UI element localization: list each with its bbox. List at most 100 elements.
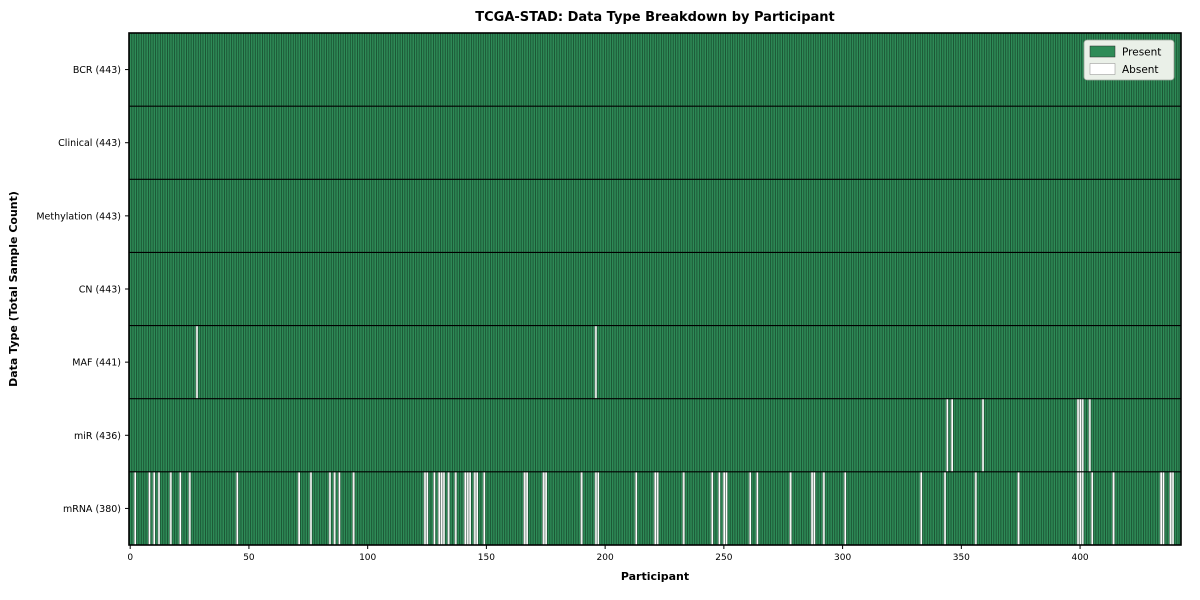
legend-box-border	[1083, 39, 1175, 81]
absent-cell-mRNA	[1017, 471, 1020, 545]
absent-cell-mRNA	[682, 471, 685, 545]
absent-cell-mRNA	[333, 471, 336, 545]
absent-cell-mRNA	[725, 471, 728, 545]
y-tick-label-MAF: MAF (441)	[72, 358, 121, 369]
absent-cell-miR	[1078, 398, 1082, 472]
absent-cell-mRNA	[1081, 471, 1084, 545]
absent-cell-mRNA	[147, 471, 151, 545]
absent-cell-mRNA	[437, 471, 441, 545]
x-tick-label: 50	[243, 553, 255, 563]
absent-cell-mRNA	[580, 471, 583, 545]
y-tick-label-CN: CN (443)	[79, 285, 121, 296]
y-tick-label-BCR: BCR (443)	[73, 65, 121, 76]
absent-cell-mRNA	[748, 471, 752, 545]
absent-cell-mRNA	[1076, 471, 1079, 545]
absent-cell-mRNA	[1078, 471, 1082, 545]
legend-label-present: Present	[1122, 47, 1161, 59]
x-tick-label: 200	[597, 553, 614, 563]
absent-cell-miR	[1076, 398, 1079, 472]
absent-cell-mRNA	[596, 471, 600, 545]
absent-cell-mRNA	[525, 471, 528, 545]
absent-cell-mRNA	[337, 471, 341, 545]
absent-cell-mRNA	[1112, 471, 1115, 545]
absent-cell-mRNA	[169, 471, 172, 545]
absent-cell-MAF	[594, 325, 597, 399]
x-tick-label: 350	[953, 553, 970, 563]
absent-cell-mRNA	[1162, 471, 1165, 545]
absent-cell-mRNA	[157, 471, 160, 545]
absent-cell-mRNA	[717, 471, 721, 545]
absent-cell-mRNA	[188, 471, 191, 545]
absent-cell-mRNA	[482, 471, 486, 545]
absent-cell-MAF	[195, 325, 198, 399]
absent-cell-mRNA	[463, 471, 467, 545]
absent-cell-miR	[950, 398, 954, 472]
y-axis-ticks: BCR (443) Clinical (443) Methylation (443)…	[36, 65, 129, 515]
absent-cell-miR	[981, 398, 984, 472]
absent-cell-mRNA	[1159, 471, 1163, 545]
absent-cell-mRNA	[309, 471, 312, 545]
absent-cell-mRNA	[423, 471, 426, 545]
absent-cell-miR	[1081, 398, 1084, 472]
absent-cell-mRNA	[822, 471, 825, 545]
absent-cell-mRNA	[1169, 471, 1172, 545]
absent-cell-mRNA	[440, 471, 443, 545]
absent-cell-mRNA	[475, 471, 479, 545]
y-tick-label-mRNA: mRNA (380)	[63, 504, 121, 515]
absent-cell-mRNA	[653, 471, 657, 545]
absent-cell-mRNA	[634, 471, 638, 545]
present-area	[129, 33, 1181, 545]
y-tick-label-Methylation: Methylation (443)	[36, 211, 121, 222]
absent-cell-miR	[1088, 398, 1091, 472]
legend-label-absent: Absent	[1122, 64, 1159, 76]
x-tick-label: 400	[1071, 553, 1088, 563]
absent-cell-mRNA	[442, 471, 445, 545]
absent-cell-mRNA	[1171, 471, 1174, 545]
x-tick-label: 150	[478, 553, 495, 563]
absent-cell-mRNA	[974, 471, 977, 545]
absent-cell-mRNA	[789, 471, 792, 545]
absent-cell-miR	[945, 398, 949, 472]
legend-swatch-present	[1089, 45, 1116, 58]
x-tick-label: 100	[359, 553, 376, 563]
absent-cell-mRNA	[152, 471, 156, 545]
x-axis-ticks: 0 50 100 150 200 250 300 350 400	[127, 545, 1089, 563]
absent-cell-mRNA	[710, 471, 714, 545]
absent-cell-mRNA	[656, 471, 659, 545]
x-axis-label: Participant	[621, 570, 689, 583]
legend-swatch-absent	[1089, 63, 1116, 75]
x-tick-label: 250	[715, 553, 732, 563]
absent-cell-mRNA	[352, 471, 355, 545]
y-tick-label-miR: miR (436)	[74, 431, 121, 442]
absent-cell-mRNA	[843, 471, 847, 545]
y-axis-label: Data Type (Total Sample Count)	[7, 191, 20, 387]
absent-cell-mRNA	[473, 471, 476, 545]
absent-cell-mRNA	[722, 471, 726, 545]
absent-cell-mRNA	[466, 471, 469, 545]
absent-cell-mRNA	[943, 471, 946, 545]
x-tick-label: 300	[834, 553, 851, 563]
absent-cell-mRNA	[468, 471, 471, 545]
absent-cell-mRNA	[178, 471, 182, 545]
absent-cell-mRNA	[432, 471, 436, 545]
absent-cell-mRNA	[454, 471, 457, 545]
absent-cell-mRNA	[328, 471, 331, 545]
legend: Present Absent	[1083, 39, 1175, 81]
absent-cell-mRNA	[1090, 471, 1094, 545]
absent-cell-mRNA	[812, 471, 816, 545]
absent-cell-mRNA	[594, 471, 597, 545]
absent-cell-mRNA	[544, 471, 547, 545]
absent-cell-mRNA	[447, 471, 450, 545]
y-tick-label-Clinical: Clinical (443)	[58, 138, 121, 149]
x-tick-label: 0	[127, 553, 133, 563]
absent-cell-mRNA	[425, 471, 429, 545]
absent-cell-mRNA	[133, 471, 137, 545]
chart-title: TCGA-STAD: Data Type Breakdown by Partic…	[475, 10, 835, 25]
plot-area	[128, 32, 1182, 546]
absent-cell-mRNA	[919, 471, 923, 545]
absent-cell-mRNA	[755, 471, 759, 545]
absent-cell-mRNA	[810, 471, 813, 545]
absent-cell-mRNA	[542, 471, 545, 545]
